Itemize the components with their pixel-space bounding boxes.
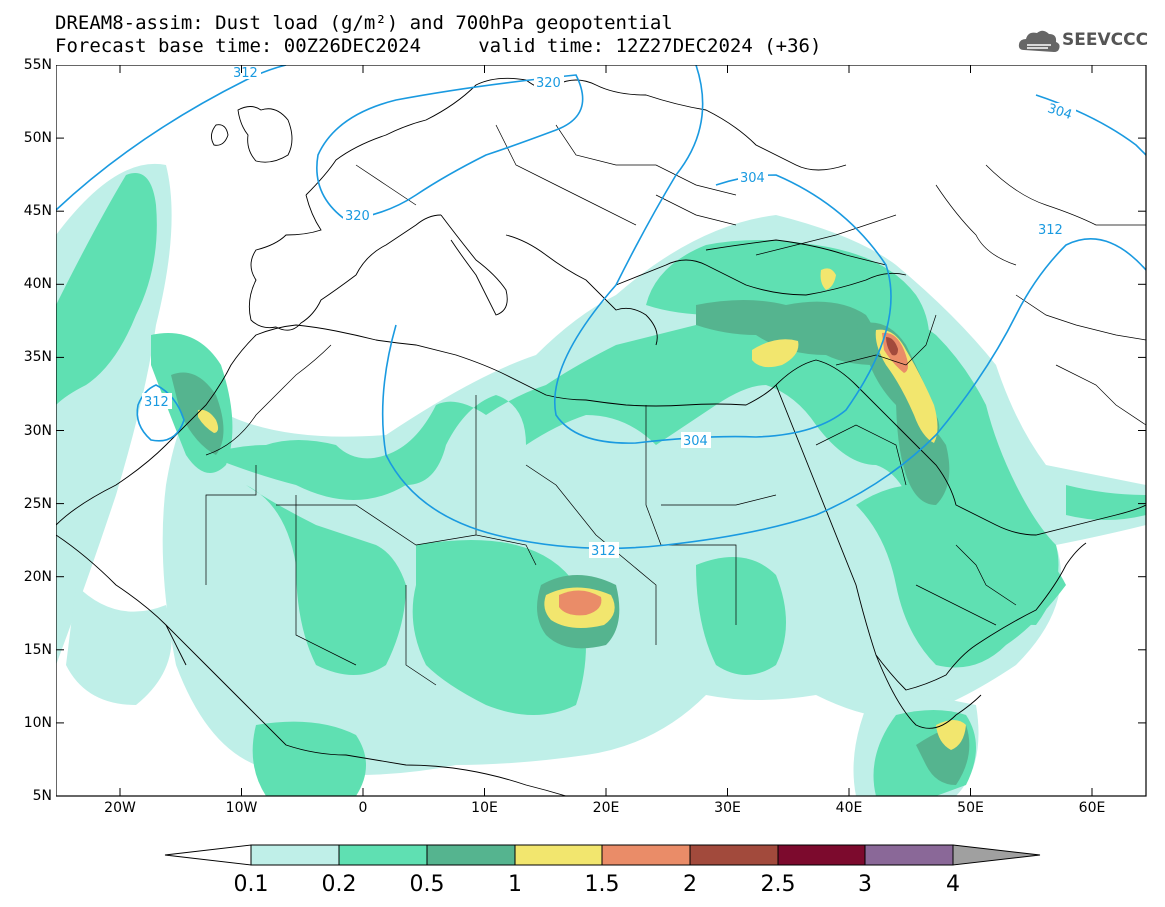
- lat-label: 50N: [23, 130, 52, 147]
- lat-label: 10N: [23, 714, 52, 731]
- colorbar-labels: 0.1 0.2 0.5 1 1.5 2 2.5 3 4: [234, 872, 961, 897]
- dust-level-2: [886, 337, 898, 356]
- lat-label: 40N: [23, 276, 52, 293]
- colorbar-label: 4: [946, 872, 960, 897]
- lon-label: 0: [358, 800, 368, 816]
- colorbar-swatch: [426, 844, 516, 866]
- forecast-times: Forecast base time: 00Z26DEC2024 valid t…: [55, 35, 822, 57]
- dust-map: 312 320 320 304 304 312 304 312 312: [56, 65, 1147, 797]
- lat-label: 25N: [23, 495, 52, 512]
- logo-label: SEEVCCC: [1062, 30, 1149, 50]
- lon-label: 20E: [592, 800, 620, 816]
- map-title: DREAM8-assim: Dust load (g/m²) and 700hP…: [55, 12, 673, 34]
- colorbar-swatch: [864, 844, 954, 866]
- colorbar-label: 0.5: [410, 872, 445, 897]
- lat-label: 30N: [23, 422, 52, 439]
- colorbar-swatch: [514, 844, 603, 866]
- lat-label: 15N: [23, 641, 52, 658]
- colorbar-swatch: [250, 844, 340, 866]
- coastlines: [56, 77, 1146, 796]
- contour-label: 312: [233, 66, 258, 81]
- colorbar-label: 1: [508, 872, 522, 897]
- latitude-axis: [56, 65, 1146, 797]
- contour-label: 320: [536, 76, 561, 91]
- longitude-axis: [119, 65, 1093, 796]
- colorbar-label: 3: [858, 872, 872, 897]
- colorbar-label: 0.1: [234, 872, 269, 897]
- contour-label: 312: [144, 395, 169, 410]
- lon-label: 30E: [714, 800, 741, 816]
- contour-label: 304: [683, 434, 708, 449]
- colorbar-swatch: [777, 844, 866, 866]
- lat-label: 20N: [23, 568, 52, 585]
- lon-label: 20W: [104, 800, 136, 816]
- colorbar-label: 2: [683, 872, 697, 897]
- colorbar-swatch: [338, 844, 428, 866]
- contour-label: 320: [345, 209, 370, 224]
- colorbar-label: 0.2: [322, 872, 357, 897]
- colorbar-low-arrow: [164, 844, 252, 866]
- lon-label: 10W: [225, 800, 258, 816]
- colorbar-label: 1.5: [585, 872, 620, 897]
- contour-label: 304: [1046, 101, 1074, 123]
- colorbar-swatch: [689, 844, 779, 866]
- lat-label: 55N: [23, 57, 52, 73]
- cloud-logo-icon: [1018, 30, 1060, 52]
- contour-label: 312: [1038, 223, 1063, 238]
- contour-label: 304: [740, 171, 765, 186]
- colorbar-swatch: [601, 844, 691, 866]
- colorbar-label: 2.5: [761, 872, 796, 897]
- contour-labels: 312 320 320 304 304 312 304 312 312: [142, 65, 1076, 559]
- lon-label: 40E: [835, 800, 863, 816]
- colorbar: 0.1 0.2 0.5 1 1.5 2 2.5 3 4: [164, 844, 1041, 897]
- country-borders: [205, 124, 1146, 686]
- lat-label: 45N: [23, 203, 52, 220]
- contour-label: 312: [591, 544, 616, 559]
- lon-label: 60E: [1078, 800, 1106, 816]
- lon-label: 10E: [471, 800, 498, 816]
- colorbar-high-arrow: [952, 844, 1041, 866]
- lon-label: 50E: [957, 800, 984, 816]
- lat-label: 35N: [23, 349, 52, 366]
- lat-label: 5N: [32, 788, 52, 804]
